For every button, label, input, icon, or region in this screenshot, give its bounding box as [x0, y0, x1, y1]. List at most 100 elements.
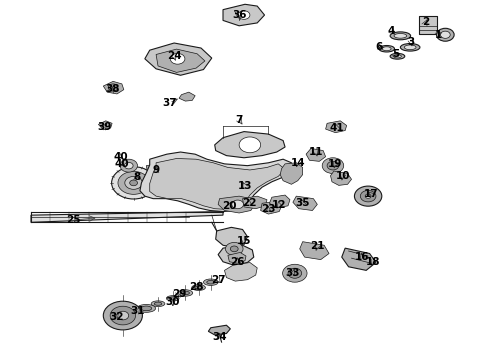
Text: 19: 19 [328, 159, 343, 169]
Text: 10: 10 [336, 171, 350, 181]
Circle shape [124, 162, 133, 169]
Text: 24: 24 [167, 51, 181, 61]
Polygon shape [215, 132, 285, 158]
Polygon shape [145, 43, 212, 75]
Ellipse shape [192, 285, 205, 291]
Text: 40: 40 [115, 159, 129, 169]
Polygon shape [208, 325, 230, 335]
Text: 8: 8 [133, 172, 140, 182]
Polygon shape [300, 242, 329, 260]
Text: 37: 37 [162, 98, 176, 108]
Polygon shape [228, 252, 246, 263]
Ellipse shape [178, 290, 193, 296]
Text: 18: 18 [366, 257, 380, 267]
Polygon shape [150, 158, 285, 210]
Ellipse shape [207, 280, 215, 284]
Text: 9: 9 [152, 165, 160, 175]
Text: 6: 6 [376, 42, 383, 51]
Text: 27: 27 [211, 275, 225, 285]
Polygon shape [179, 92, 195, 101]
Polygon shape [156, 49, 205, 72]
Ellipse shape [181, 291, 190, 295]
Text: 14: 14 [291, 158, 305, 168]
Circle shape [354, 186, 382, 206]
Circle shape [288, 268, 302, 278]
Text: 34: 34 [212, 332, 227, 342]
Circle shape [232, 200, 244, 209]
Ellipse shape [137, 305, 156, 312]
Ellipse shape [166, 296, 179, 301]
Ellipse shape [390, 53, 405, 59]
Ellipse shape [195, 286, 202, 289]
Text: 16: 16 [355, 252, 369, 262]
Ellipse shape [393, 55, 401, 58]
Circle shape [322, 158, 343, 174]
Polygon shape [218, 196, 255, 213]
Circle shape [327, 161, 339, 170]
Circle shape [112, 167, 156, 199]
Text: 12: 12 [272, 200, 287, 210]
Polygon shape [306, 148, 326, 161]
Ellipse shape [394, 33, 407, 38]
Circle shape [360, 190, 376, 202]
Polygon shape [103, 81, 124, 94]
Text: 2: 2 [422, 17, 429, 27]
Polygon shape [261, 202, 282, 214]
Polygon shape [270, 195, 290, 208]
Polygon shape [216, 227, 247, 247]
Ellipse shape [154, 302, 162, 305]
Ellipse shape [169, 297, 176, 300]
Circle shape [103, 301, 143, 330]
Circle shape [365, 194, 371, 198]
Text: 13: 13 [238, 181, 252, 192]
Circle shape [108, 84, 118, 91]
Ellipse shape [382, 47, 391, 51]
Circle shape [441, 31, 450, 39]
Text: 7: 7 [236, 115, 243, 125]
Circle shape [130, 180, 138, 186]
Text: 23: 23 [261, 204, 276, 215]
Polygon shape [342, 248, 376, 270]
Circle shape [225, 242, 243, 255]
Text: 32: 32 [110, 312, 124, 322]
Polygon shape [223, 4, 265, 26]
Polygon shape [224, 262, 257, 281]
Polygon shape [243, 196, 267, 209]
Circle shape [110, 306, 136, 325]
Ellipse shape [390, 32, 411, 40]
Text: 36: 36 [232, 10, 246, 20]
Circle shape [437, 28, 454, 41]
Circle shape [238, 11, 250, 19]
Text: 17: 17 [364, 189, 378, 199]
Circle shape [120, 159, 138, 172]
Polygon shape [218, 245, 254, 265]
Text: 21: 21 [310, 241, 324, 251]
Ellipse shape [400, 44, 420, 51]
Text: 11: 11 [309, 147, 323, 157]
Text: 29: 29 [172, 289, 186, 299]
Circle shape [118, 171, 149, 194]
Circle shape [283, 264, 307, 282]
Text: 5: 5 [392, 49, 399, 59]
Text: 38: 38 [105, 84, 120, 94]
Text: 15: 15 [237, 236, 251, 246]
Text: 28: 28 [189, 282, 203, 292]
Ellipse shape [141, 306, 152, 311]
Circle shape [125, 176, 143, 189]
Text: 41: 41 [330, 123, 344, 133]
Ellipse shape [379, 45, 394, 52]
Text: 25: 25 [66, 215, 80, 225]
Text: 30: 30 [166, 297, 180, 307]
Polygon shape [31, 212, 223, 222]
Bar [419, 17, 437, 34]
Polygon shape [98, 121, 112, 130]
Text: 3: 3 [408, 37, 415, 47]
Polygon shape [326, 121, 346, 133]
Ellipse shape [151, 301, 165, 307]
Ellipse shape [404, 45, 416, 50]
Text: 26: 26 [230, 257, 245, 267]
Circle shape [239, 137, 261, 153]
Circle shape [117, 311, 129, 320]
Text: 4: 4 [388, 26, 395, 36]
Ellipse shape [203, 279, 218, 285]
